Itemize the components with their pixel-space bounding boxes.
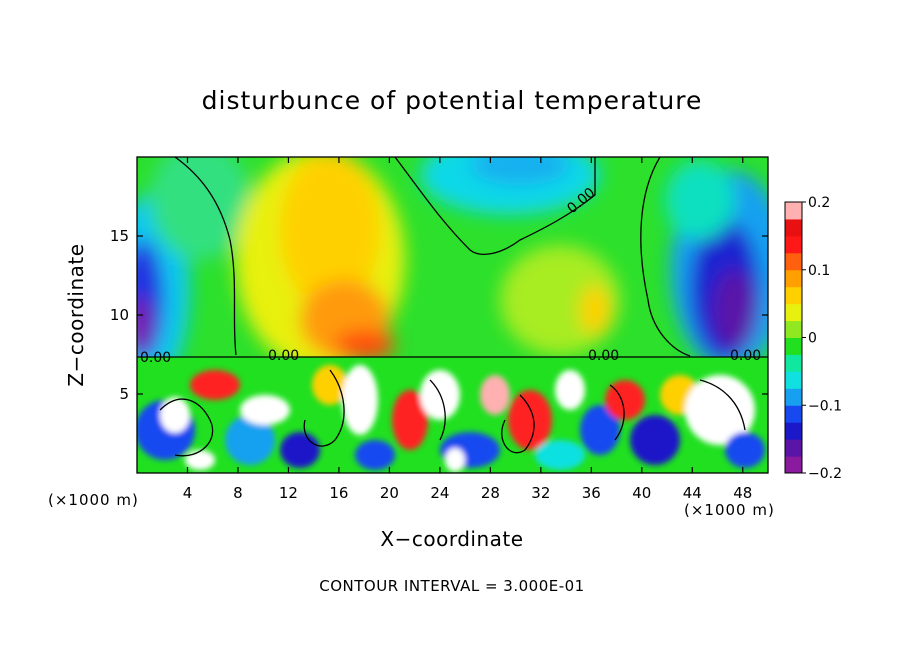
x-tick-label: 16 [329, 484, 348, 502]
x-tick-label: 24 [430, 484, 449, 502]
x-tick-label: 32 [531, 484, 550, 502]
colorbar-swatch [785, 235, 802, 254]
x-tick-label: 40 [632, 484, 651, 502]
contour-lines [137, 157, 768, 457]
colorbar-swatch [785, 422, 802, 440]
potential-temperature-field [137, 157, 768, 473]
y-tick-label: 5 [119, 385, 129, 403]
colorbar-swatch [785, 456, 802, 474]
colorbar-swatch [785, 218, 802, 237]
y-tick-label: 10 [110, 306, 129, 324]
colorbar-swatch [785, 202, 802, 220]
colorbar-swatch [785, 388, 802, 406]
colorbar-swatch [785, 439, 802, 457]
colorbar-swatch [785, 286, 802, 305]
colorbar-tick-label: 0 [808, 331, 817, 347]
colorbar-swatch [785, 354, 802, 372]
contour-label: 0.00 [268, 348, 299, 364]
x-tick-label: 20 [380, 484, 399, 502]
colorbar-tick-label: −0.2 [808, 466, 842, 482]
colorbar-swatch [785, 269, 802, 288]
colorbar: 0.2 0.1 0 −0.1 −0.2 [784, 195, 842, 482]
x-axis-label: X−coordinate [380, 527, 524, 551]
x-unit-label-left: (×1000 m) [48, 491, 139, 509]
x-tick-label: 4 [183, 484, 193, 502]
x-tick-label: 48 [733, 484, 752, 502]
contour-interval-note: CONTOUR INTERVAL = 3.000E-01 [319, 577, 585, 595]
contour-label: 0.00 [588, 348, 619, 364]
x-tick-label: 44 [683, 484, 702, 502]
colorbar-swatch [785, 303, 802, 322]
x-tick-label: 28 [481, 484, 500, 502]
colorbar-tick-label: 0.1 [808, 263, 830, 279]
x-tick-label: 12 [279, 484, 298, 502]
chart-title: disturbunce of potential temperature [201, 86, 703, 115]
y-tick-label: 15 [110, 227, 129, 245]
x-tick-label: 36 [582, 484, 601, 502]
x-tick-label: 8 [233, 484, 243, 502]
colorbar-tick-label: 0.2 [808, 195, 830, 211]
colorbar-swatch [785, 337, 802, 355]
colorbar-swatch [785, 320, 802, 338]
colorbar-tick-label: −0.1 [808, 398, 842, 414]
x-unit-label-right: (×1000 m) [684, 501, 775, 519]
contour-label: 0.00 [140, 350, 171, 366]
colorbar-swatch [785, 371, 802, 389]
colorbar-swatch [785, 405, 802, 423]
colorbar-swatch [785, 252, 802, 271]
contour-label: 0.00 [730, 348, 761, 364]
